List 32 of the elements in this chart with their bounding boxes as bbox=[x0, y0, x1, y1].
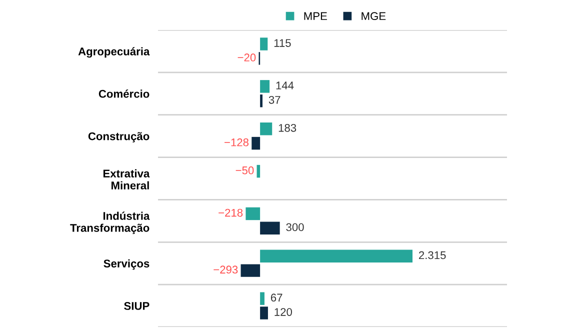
y-tick-label: Comércio bbox=[98, 90, 150, 98]
y-tick-label: Extrativa Mineral bbox=[103, 169, 150, 190]
bar bbox=[260, 122, 272, 136]
bar bbox=[252, 136, 260, 150]
y-tick-label: Indústria Transformação bbox=[70, 212, 150, 234]
data-label: 37 bbox=[268, 96, 280, 104]
bar bbox=[260, 250, 413, 263]
bar bbox=[260, 80, 270, 93]
bar bbox=[260, 306, 268, 320]
bar bbox=[260, 292, 264, 305]
data-label: −218 bbox=[218, 208, 243, 217]
data-label: 183 bbox=[278, 124, 296, 132]
data-label: 120 bbox=[274, 308, 292, 316]
data-label: 2.315 bbox=[418, 251, 446, 260]
bar bbox=[240, 264, 260, 277]
data-label: −293 bbox=[214, 266, 238, 274]
bar bbox=[260, 222, 280, 235]
y-tick-label: Construção bbox=[88, 132, 150, 142]
data-label: 115 bbox=[274, 39, 291, 47]
legend-label: MGE bbox=[362, 12, 386, 20]
y-tick-label: SIUP bbox=[124, 302, 150, 310]
data-label: −128 bbox=[224, 138, 249, 146]
data-label: 67 bbox=[270, 294, 282, 302]
y-tick-label: Agropecuária bbox=[78, 47, 150, 58]
y-tick-label: Serviços bbox=[104, 259, 150, 270]
bar bbox=[246, 207, 260, 220]
bar bbox=[260, 38, 268, 50]
data-label: 144 bbox=[276, 82, 294, 90]
data-label: −50 bbox=[236, 166, 254, 174]
data-label: −20 bbox=[238, 54, 256, 62]
legend-label: MPE bbox=[304, 12, 327, 20]
data-label: 300 bbox=[286, 223, 304, 232]
